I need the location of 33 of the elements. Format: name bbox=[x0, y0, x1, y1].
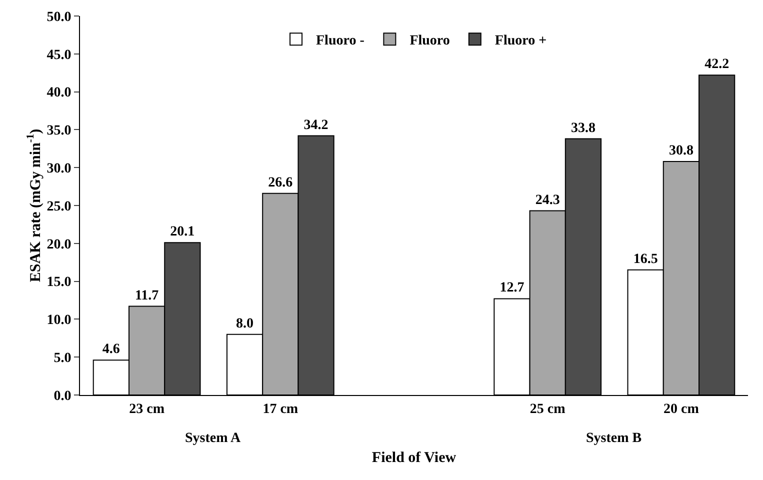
y-tick-label: 10.0 bbox=[46, 313, 72, 328]
legend-label: Fluoro bbox=[410, 34, 450, 49]
legend-label: Fluoro + bbox=[494, 34, 547, 49]
legend-label: Fluoro - bbox=[316, 34, 365, 49]
text: System B bbox=[586, 431, 642, 446]
data-label: 20.1 bbox=[170, 224, 195, 240]
data-label: 34.2 bbox=[304, 118, 328, 133]
y-tick-label: 30.0 bbox=[46, 162, 72, 176]
y-tick-label: 50.0 bbox=[46, 10, 72, 25]
x-tick-label: 23 cm bbox=[129, 402, 165, 417]
data-label: 12.7 bbox=[500, 280, 524, 296]
y-tick-label: 25.0 bbox=[46, 199, 72, 214]
x-tick-label: 20 cm bbox=[664, 402, 700, 417]
data-label: 42.2 bbox=[704, 57, 730, 72]
data-label: 33.8 bbox=[570, 120, 596, 136]
x-axis-title: Field of View bbox=[372, 450, 456, 466]
data-label: 4.6 bbox=[102, 342, 120, 358]
x-tick-label: 25 cm bbox=[530, 402, 566, 417]
data-label: 24.3 bbox=[535, 192, 560, 208]
y-tick-label: 20.0 bbox=[46, 237, 72, 252]
text: System A bbox=[185, 431, 242, 446]
x-tick-label: 17 cm bbox=[262, 402, 298, 417]
y-tick-label: 35.0 bbox=[46, 124, 72, 139]
y-tick-label: 40.0 bbox=[46, 86, 72, 101]
y-tick-label: 5.0 bbox=[54, 351, 72, 366]
y-tick-label: 45.0 bbox=[46, 48, 72, 63]
y-tick-label: 15.0 bbox=[46, 275, 72, 290]
y-tick-label: 0.0 bbox=[54, 388, 72, 404]
data-label: 26.6 bbox=[268, 175, 293, 190]
data-label: 11.7 bbox=[134, 288, 159, 304]
data-label: 16.5 bbox=[633, 252, 658, 267]
data-label: 30.8 bbox=[668, 144, 694, 159]
data-label: 8.0 bbox=[236, 316, 254, 332]
